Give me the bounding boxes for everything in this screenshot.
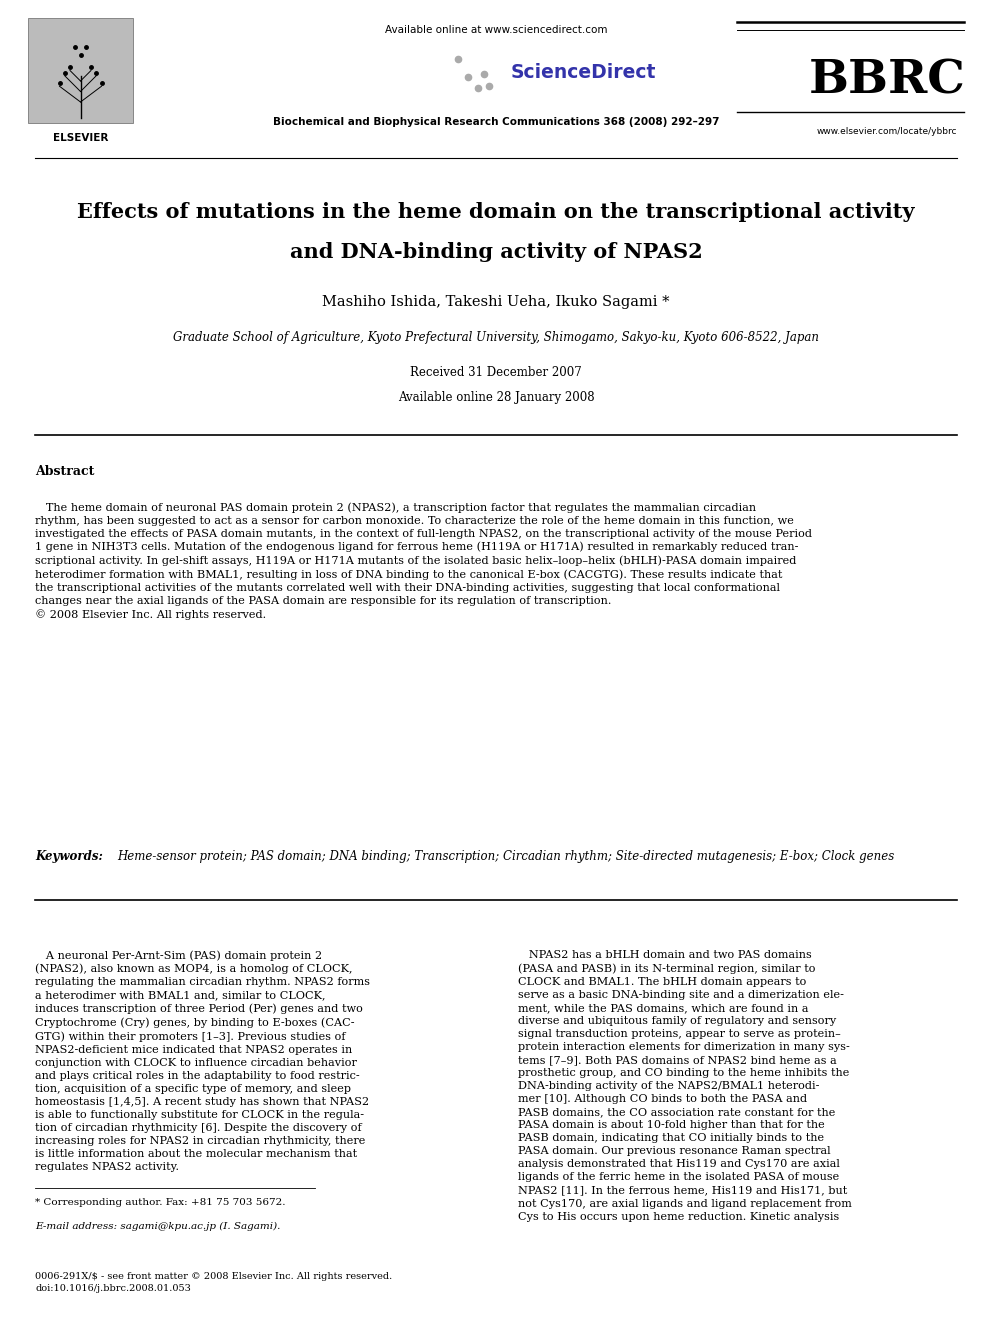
Text: and DNA-binding activity of NPAS2: and DNA-binding activity of NPAS2	[290, 242, 702, 262]
Text: Mashiho Ishida, Takeshi Ueha, Ikuko Sagami *: Mashiho Ishida, Takeshi Ueha, Ikuko Saga…	[322, 295, 670, 310]
Text: www.elsevier.com/locate/ybbrc: www.elsevier.com/locate/ybbrc	[816, 127, 957, 136]
Text: Available online at www.sciencedirect.com: Available online at www.sciencedirect.co…	[385, 25, 607, 34]
Text: ScienceDirect: ScienceDirect	[511, 62, 657, 82]
Text: Effects of mutations in the heme domain on the transcriptional activity: Effects of mutations in the heme domain …	[77, 202, 915, 222]
Text: Biochemical and Biophysical Research Communications 368 (2008) 292–297: Biochemical and Biophysical Research Com…	[273, 116, 719, 127]
Text: The heme domain of neuronal PAS domain protein 2 (NPAS2), a transcription factor: The heme domain of neuronal PAS domain p…	[35, 501, 812, 620]
Text: Received 31 December 2007: Received 31 December 2007	[410, 365, 582, 378]
Bar	[28, 19, 133, 123]
Text: E-mail address: sagami@kpu.ac.jp (I. Sagami).: E-mail address: sagami@kpu.ac.jp (I. Sag…	[35, 1222, 281, 1232]
Text: BBRC: BBRC	[808, 57, 965, 103]
Text: * Corresponding author. Fax: +81 75 703 5672.: * Corresponding author. Fax: +81 75 703 …	[35, 1199, 286, 1207]
Text: NPAS2 has a bHLH domain and two PAS domains
(PASA and PASB) in its N-terminal re: NPAS2 has a bHLH domain and two PAS doma…	[518, 950, 852, 1221]
Text: Abstract: Abstract	[35, 464, 94, 478]
Text: Graduate School of Agriculture, Kyoto Prefectural University, Shimogamo, Sakyo-k: Graduate School of Agriculture, Kyoto Pr…	[173, 332, 819, 344]
Text: ELSEVIER: ELSEVIER	[53, 134, 108, 143]
Text: A neuronal Per-Arnt-Sim (PAS) domain protein 2
(NPAS2), also known as MOP4, is a: A neuronal Per-Arnt-Sim (PAS) domain pro…	[35, 950, 370, 1172]
Text: 0006-291X/$ - see front matter © 2008 Elsevier Inc. All rights reserved.
doi:10.: 0006-291X/$ - see front matter © 2008 El…	[35, 1271, 392, 1293]
Text: Available online 28 January 2008: Available online 28 January 2008	[398, 392, 594, 405]
Text: Keywords:: Keywords:	[35, 849, 103, 863]
Text: Heme-sensor protein; PAS domain; DNA binding; Transcription; Circadian rhythm; S: Heme-sensor protein; PAS domain; DNA bin…	[117, 849, 894, 863]
